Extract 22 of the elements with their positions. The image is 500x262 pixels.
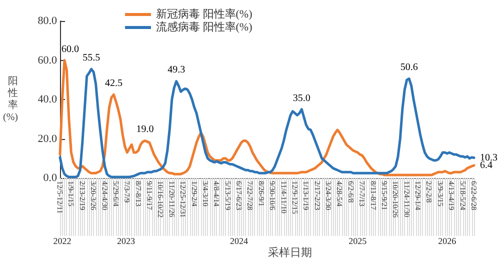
data-label: 60.0	[61, 44, 79, 55]
text: 2022	[53, 236, 72, 246]
data-label: 19.0	[136, 124, 154, 136]
legend-label: 流感病毒 阳性率(%)	[156, 20, 253, 34]
x-axis-title: 采样日期	[268, 246, 312, 259]
y-tick-label: 0.0	[43, 172, 58, 184]
text: 2024	[230, 236, 249, 246]
y-tick-label: 20.0	[38, 132, 58, 145]
data-label: 55.5	[82, 52, 100, 64]
y-tick-label: 60.0	[38, 54, 58, 66]
text: 2025	[348, 236, 368, 246]
y-axis-title: 阳性率(%)	[3, 76, 18, 123]
y-tick-label: 40.0	[38, 94, 58, 106]
legend-label: 新冠病毒 阳性率(%)	[156, 8, 253, 20]
y-tick-label: 80.0	[38, 15, 58, 27]
data-label: 6.4	[480, 160, 492, 171]
data-label: 42.5	[104, 78, 122, 90]
data-label: 49.3	[168, 64, 186, 76]
text: 2026	[438, 236, 457, 246]
text: 2023	[117, 236, 136, 246]
data-label: 50.6	[400, 62, 418, 74]
data-label: 35.0	[292, 92, 310, 104]
